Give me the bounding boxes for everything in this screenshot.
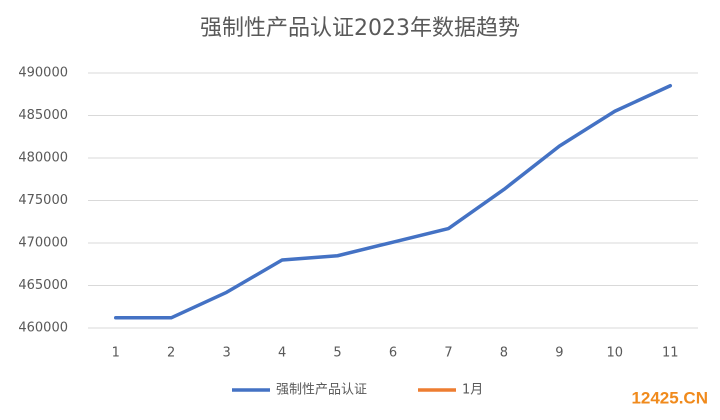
x-tick-label: 9 — [555, 346, 563, 361]
x-tick-label: 6 — [389, 346, 397, 361]
x-tick-label: 4 — [278, 346, 286, 361]
watermark: 12425.CN — [631, 388, 708, 407]
y-tick-label: 490000 — [18, 66, 68, 81]
x-tick-label: 5 — [333, 346, 341, 361]
x-tick-label: 8 — [500, 346, 508, 361]
x-tick-label: 10 — [607, 346, 624, 361]
y-tick-label: 470000 — [18, 236, 68, 251]
y-tick-label: 475000 — [18, 193, 68, 208]
x-tick-label: 7 — [444, 346, 452, 361]
x-tick-label: 1 — [112, 346, 120, 361]
series-line — [113, 84, 673, 320]
x-tick-label: 11 — [662, 346, 679, 361]
y-tick-label: 480000 — [18, 151, 68, 166]
y-tick-label: 460000 — [18, 321, 68, 336]
x-tick-label: 3 — [222, 346, 230, 361]
y-tick-label: 485000 — [18, 108, 68, 123]
legend-label: 1月 — [462, 383, 483, 398]
y-tick-label: 465000 — [18, 278, 68, 293]
chart-title: 强制性产品认证2023年数据趋势 — [200, 16, 520, 41]
legend-label: 强制性产品认证 — [276, 383, 367, 398]
x-tick-label: 2 — [167, 346, 175, 361]
